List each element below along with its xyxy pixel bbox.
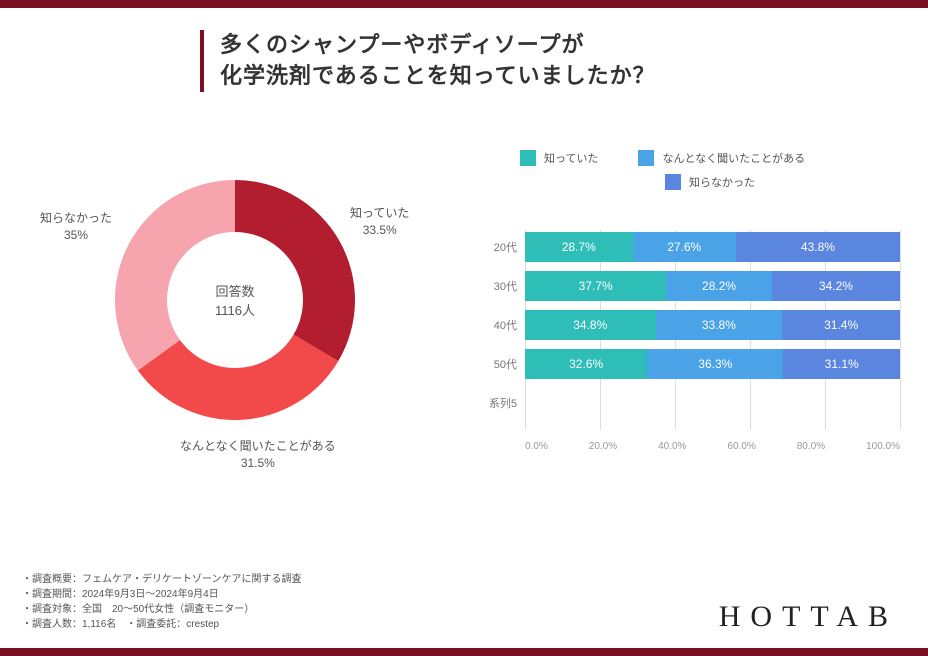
bar-xtick-1: 20.0% bbox=[589, 441, 617, 452]
legend-item-0: 知っていた bbox=[520, 150, 598, 166]
bar-seg-0-0: 28.7% bbox=[525, 232, 633, 262]
footer-note-0: ・調査概要：フェムケア・デリケートゾーンケアに関する調査 bbox=[22, 572, 302, 587]
bar-seg-3-2: 31.1% bbox=[783, 349, 900, 379]
bar-category-3: 50代 bbox=[480, 356, 525, 372]
legend-item-1: なんとなく聞いたことがある bbox=[638, 150, 805, 166]
brand-logo: HOTTAB bbox=[719, 600, 898, 634]
bar-seg-1-0: 37.7% bbox=[525, 271, 666, 301]
bar-track-3: 32.6%36.3%31.1% bbox=[525, 349, 900, 379]
bar-x-axis-labels: 0.0% 20.0% 40.0% 60.0% 80.0% 100.0% bbox=[525, 441, 900, 452]
donut-slice-label-2: 知らなかった35% bbox=[40, 210, 112, 244]
bar-seg-0-1: 27.6% bbox=[633, 232, 736, 262]
donut-slice-0 bbox=[235, 180, 355, 361]
bar-xtick-2: 40.0% bbox=[658, 441, 686, 452]
title-block: 多くのシャンプーやボディソープが 化学洗剤であることを知っていましたか？ bbox=[200, 30, 760, 92]
bar-seg-1-1: 28.2% bbox=[666, 271, 772, 301]
bar-category-4: 系列5 bbox=[480, 395, 525, 411]
bar-xtick-5: 100.0% bbox=[866, 441, 900, 452]
footer-note-1: ・調査期間：2024年9月3日〜2024年9月4日 bbox=[22, 587, 302, 602]
bar-seg-3-0: 32.6% bbox=[525, 349, 647, 379]
bar-xtick-0: 0.0% bbox=[525, 441, 548, 452]
bar-row-2: 40代34.8%33.8%31.4% bbox=[480, 308, 900, 342]
bottom-accent-bar bbox=[0, 648, 928, 656]
donut-slice-label-0: 知っていた33.5% bbox=[350, 205, 409, 239]
bar-seg-0-2: 43.8% bbox=[736, 232, 900, 262]
legend-item-2: 知らなかった bbox=[665, 174, 755, 190]
bar-legend: 知っていた なんとなく聞いたことがある 知らなかった bbox=[520, 150, 900, 198]
stacked-bar-chart: 20代28.7%27.6%43.8%30代37.7%28.2%34.2%40代3… bbox=[480, 230, 900, 460]
bar-seg-1-2: 34.2% bbox=[772, 271, 900, 301]
title-line-2: 化学洗剤であることを知っていましたか？ bbox=[220, 61, 760, 92]
bar-category-2: 40代 bbox=[480, 317, 525, 333]
legend-swatch-1 bbox=[638, 150, 654, 166]
bar-track-1: 37.7%28.2%34.2% bbox=[525, 271, 900, 301]
bar-xtick-4: 80.0% bbox=[797, 441, 825, 452]
bar-track-4 bbox=[525, 388, 900, 418]
legend-label-2: 知らなかった bbox=[689, 174, 755, 190]
bar-track-0: 28.7%27.6%43.8% bbox=[525, 232, 900, 262]
donut-chart: 回答数 1116人 知っていた33.5%なんとなく聞いたことがある31.5%知ら… bbox=[50, 160, 420, 470]
legend-swatch-0 bbox=[520, 150, 536, 166]
bar-category-0: 20代 bbox=[480, 239, 525, 255]
footer-notes: ・調査概要：フェムケア・デリケートゾーンケアに関する調査・調査期間：2024年9… bbox=[22, 572, 302, 632]
bar-seg-2-2: 31.4% bbox=[782, 310, 900, 340]
title-line-1: 多くのシャンプーやボディソープが bbox=[220, 30, 760, 61]
legend-label-1: なんとなく聞いたことがある bbox=[662, 150, 805, 166]
footer-note-3: ・調査人数：1,116名 ・調査委託：crestep bbox=[22, 617, 302, 632]
donut-slice-2 bbox=[115, 180, 235, 371]
bar-row-0: 20代28.7%27.6%43.8% bbox=[480, 230, 900, 264]
bar-seg-2-0: 34.8% bbox=[525, 310, 656, 340]
footer-note-2: ・調査対象：全国 20〜50代女性（調査モニター） bbox=[22, 602, 302, 617]
bar-seg-3-1: 36.3% bbox=[647, 349, 783, 379]
bar-category-1: 30代 bbox=[480, 278, 525, 294]
bar-row-1: 30代37.7%28.2%34.2% bbox=[480, 269, 900, 303]
donut-svg bbox=[115, 180, 355, 420]
bar-seg-2-1: 33.8% bbox=[656, 310, 783, 340]
bar-track-2: 34.8%33.8%31.4% bbox=[525, 310, 900, 340]
bar-xtick-3: 60.0% bbox=[727, 441, 755, 452]
legend-swatch-2 bbox=[665, 174, 681, 190]
legend-label-0: 知っていた bbox=[544, 150, 598, 166]
donut-slice-label-1: なんとなく聞いたことがある31.5% bbox=[180, 438, 336, 472]
bar-row-3: 50代32.6%36.3%31.1% bbox=[480, 347, 900, 381]
bar-row-4: 系列5 bbox=[480, 386, 900, 420]
top-accent-bar bbox=[0, 0, 928, 8]
